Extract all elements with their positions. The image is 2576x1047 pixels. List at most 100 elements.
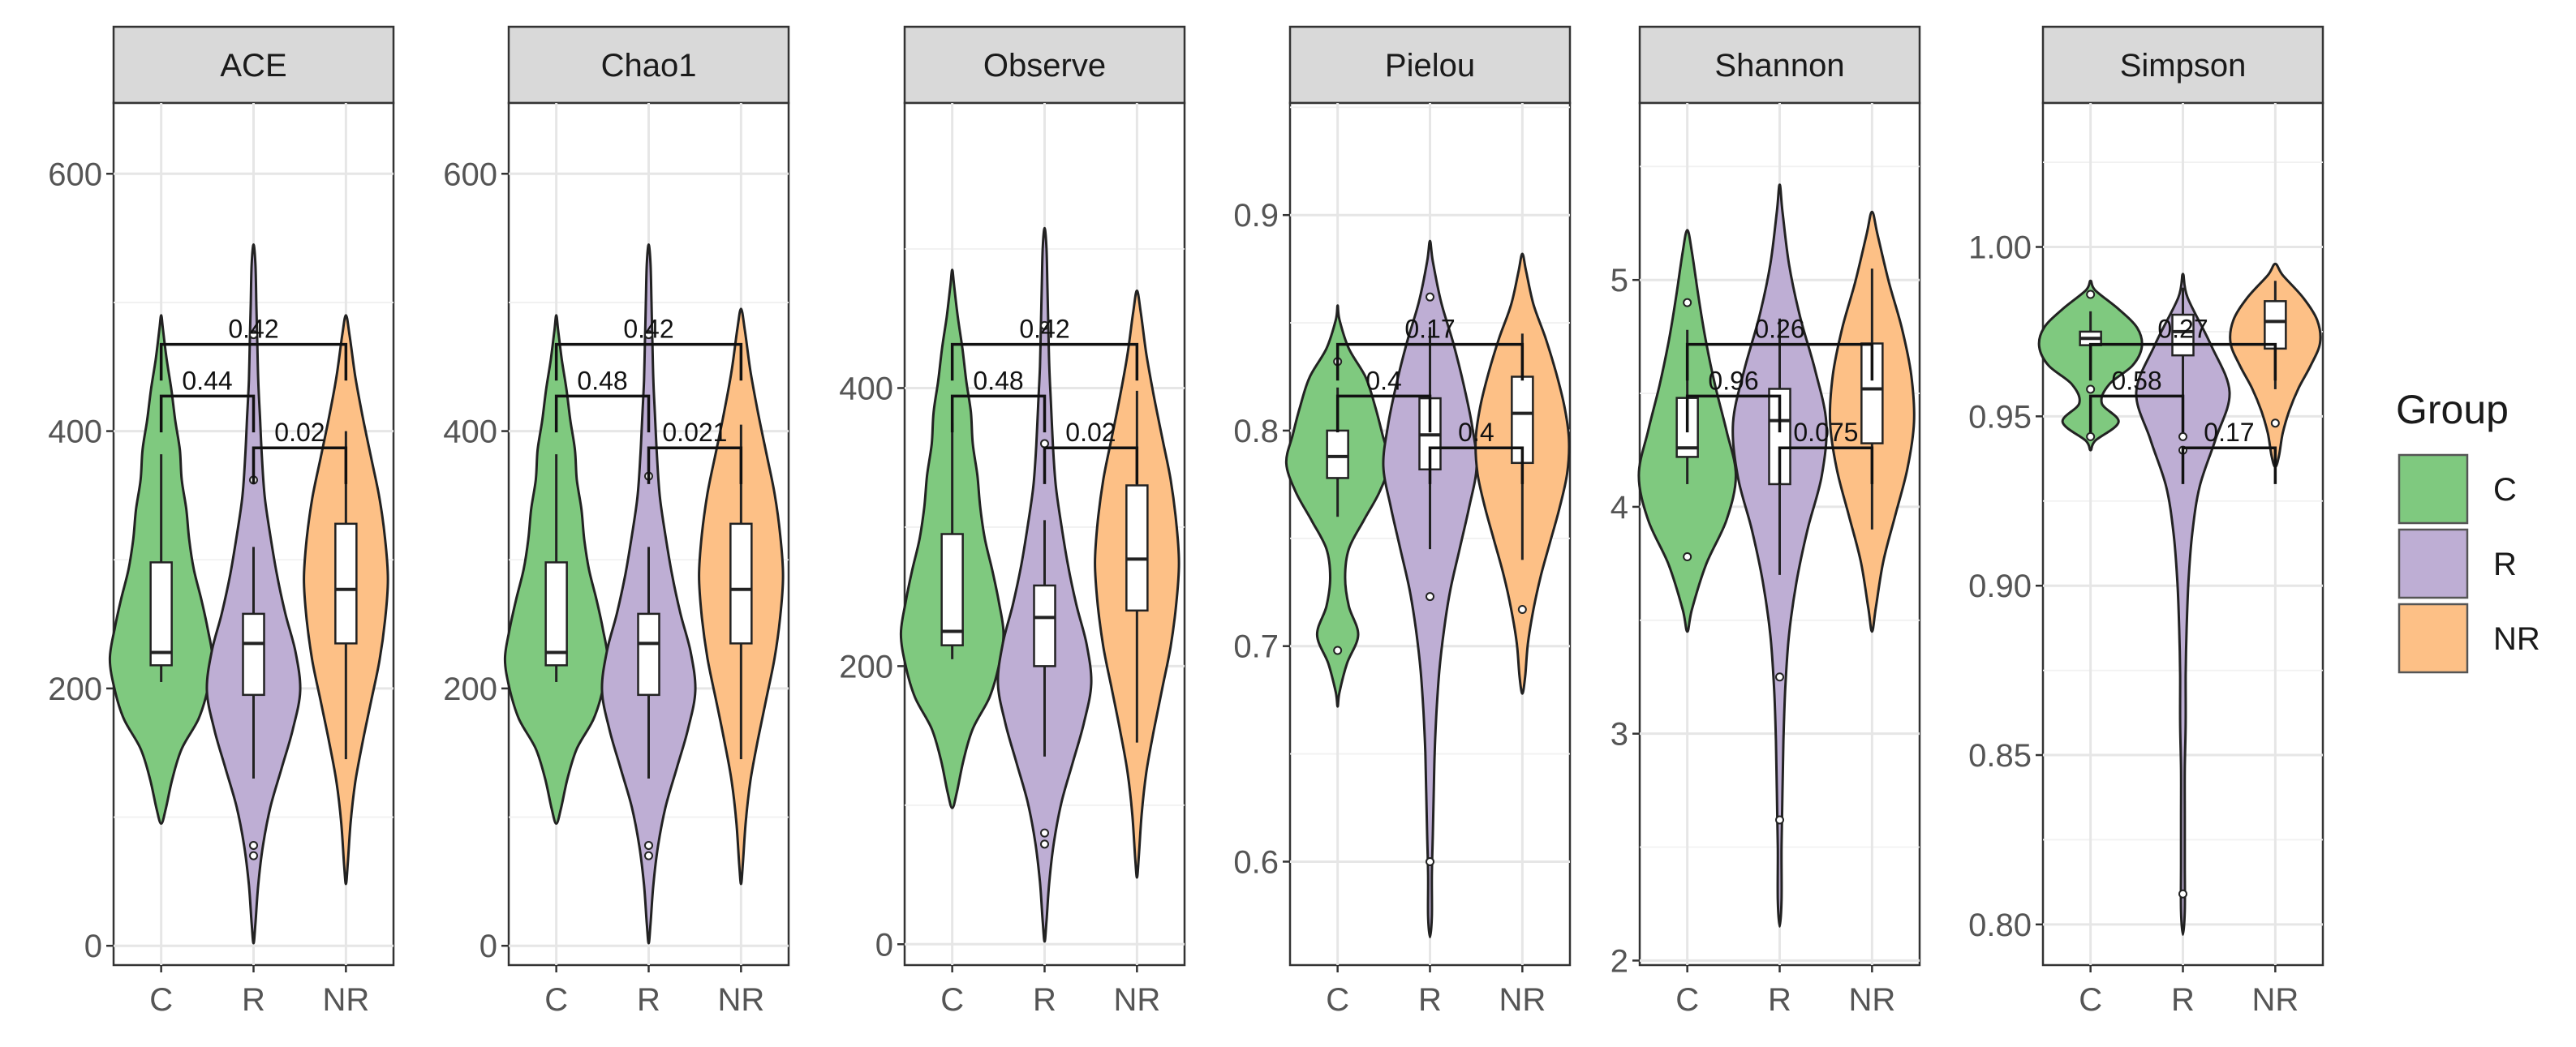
- y-tick-label: 600: [443, 157, 497, 192]
- facet-title: Chao1: [601, 48, 697, 84]
- x-tick-label: R: [1768, 982, 1791, 1018]
- violin-group-nr: [698, 307, 785, 886]
- outlier-point: [1040, 828, 1049, 838]
- p-value-label: 0.58: [2111, 366, 2161, 395]
- y-tick-label: 4: [1611, 490, 1628, 526]
- p-value-label: 0.42: [1019, 315, 1069, 344]
- y-tick-label: 3: [1611, 717, 1628, 753]
- significance-bracket: [950, 342, 1139, 381]
- y-tick-label: 5: [1611, 263, 1628, 298]
- comparison-c-nr: 0.42: [159, 315, 348, 381]
- p-value-label: 0.4: [1458, 418, 1494, 447]
- iqr-box: [242, 612, 265, 697]
- outlier-point: [1683, 298, 1692, 307]
- y-tick-label: 0.85: [1968, 738, 2032, 774]
- violin-group-r: [1731, 183, 1828, 928]
- p-value-label: 0.96: [1708, 366, 1758, 395]
- x-tick-label: NR: [1499, 982, 1546, 1018]
- p-value-label: 0.48: [973, 366, 1023, 395]
- outlier-point: [2178, 431, 2187, 441]
- legend-key-c: [2398, 453, 2469, 525]
- outlier-point: [1040, 839, 1049, 849]
- x-tick-label: C: [1326, 982, 1349, 1018]
- comparison-r-nr: 0.02: [252, 418, 348, 484]
- significance-bracket: [159, 342, 348, 381]
- p-value-label: 0.42: [623, 315, 673, 344]
- violin-group-r: [600, 242, 697, 945]
- comparison-c-nr: 0.26: [1685, 315, 1874, 381]
- x-tick-label: R: [1418, 982, 1442, 1018]
- outlier-point: [1683, 551, 1692, 561]
- significance-bracket: [1335, 394, 1432, 433]
- x-tick-label: C: [940, 982, 964, 1018]
- iqr-box: [637, 612, 660, 697]
- y-tick-label: 200: [443, 672, 497, 707]
- significance-bracket: [647, 446, 743, 484]
- p-value-label: 0.17: [2204, 418, 2254, 447]
- legend-items: C R NR: [2398, 453, 2540, 674]
- facet-title: Pielou: [1385, 48, 1475, 84]
- significance-bracket: [1043, 446, 1139, 484]
- significance-bracket: [2181, 446, 2277, 484]
- x-tick-label: C: [149, 982, 173, 1018]
- iqr-box: [334, 522, 358, 645]
- violin-group-nr: [1828, 210, 1916, 633]
- outlier-point: [249, 330, 258, 340]
- y-tick-label: 1.00: [1968, 230, 2032, 266]
- iqr-box: [940, 533, 964, 646]
- outlier-point: [1040, 439, 1049, 448]
- y-tick-label: 0.8: [1233, 414, 1279, 449]
- p-value-label: 0.26: [1754, 315, 1804, 344]
- x-tick-label: R: [242, 982, 265, 1018]
- iqr-box: [1326, 429, 1349, 479]
- iqr-box: [2264, 300, 2287, 350]
- comparison-r-nr: 0.17: [2181, 418, 2277, 484]
- comparison-c-r: 0.48: [554, 366, 651, 433]
- facet-strip: [1638, 25, 1921, 105]
- significance-bracket: [2088, 394, 2185, 433]
- significance-bracket: [2088, 342, 2277, 381]
- legend-title: Group: [2396, 387, 2509, 432]
- iqr-box: [2171, 313, 2195, 357]
- outlier-point: [644, 840, 653, 850]
- outlier-point: [1333, 646, 1343, 655]
- comparison-c-r: 0.48: [950, 366, 1047, 433]
- significance-bracket: [1428, 446, 1525, 484]
- legend-item-c: C: [2398, 453, 2517, 525]
- panel-observe: Observe 0 200 400 C R NR 0.48 0.02 0.42: [839, 25, 1186, 1018]
- x-tick-label: NR: [322, 982, 369, 1018]
- comparison-c-r: 0.4: [1335, 366, 1432, 433]
- y-tick-label: 0.80: [1968, 908, 2032, 943]
- outlier-point: [644, 851, 653, 860]
- x-tick-label: NR: [717, 982, 764, 1018]
- violin-group-nr: [1094, 289, 1180, 879]
- outlier-point: [249, 851, 258, 860]
- violin-group-r: [996, 226, 1093, 943]
- comparison-c-nr: 0.27: [2088, 315, 2277, 381]
- comparison-c-nr: 0.17: [1335, 315, 1525, 381]
- x-tick-label: C: [1675, 982, 1699, 1018]
- p-value-label: 0.44: [182, 366, 232, 395]
- y-tick-label: 2: [1611, 943, 1628, 979]
- x-tick-label: C: [544, 982, 568, 1018]
- legend-key-nr: [2398, 603, 2469, 674]
- outlier-point: [1775, 815, 1784, 825]
- legend-label: C: [2493, 472, 2517, 508]
- facet-title: ACE: [220, 48, 286, 84]
- x-tick-label: R: [637, 982, 660, 1018]
- panel-simpson: Simpson 0.80 0.85 0.90 0.95 1.00 C R NR 0.58 0.17 0…: [1968, 25, 2324, 1018]
- y-tick-label: 0: [84, 929, 102, 964]
- outlier-point: [1426, 856, 1434, 866]
- legend-item-r: R: [2398, 528, 2517, 599]
- x-tick-label: NR: [1113, 982, 1160, 1018]
- comparison-r-nr: 0.075: [1778, 418, 1874, 484]
- y-tick-label: 400: [839, 371, 893, 406]
- outlier-point: [1040, 320, 1049, 330]
- outlier-point: [644, 330, 653, 340]
- outlier-point: [2086, 290, 2096, 299]
- y-tick-label: 400: [48, 414, 102, 450]
- violin-group-c: [899, 268, 1005, 809]
- significance-bracket: [1685, 342, 1874, 381]
